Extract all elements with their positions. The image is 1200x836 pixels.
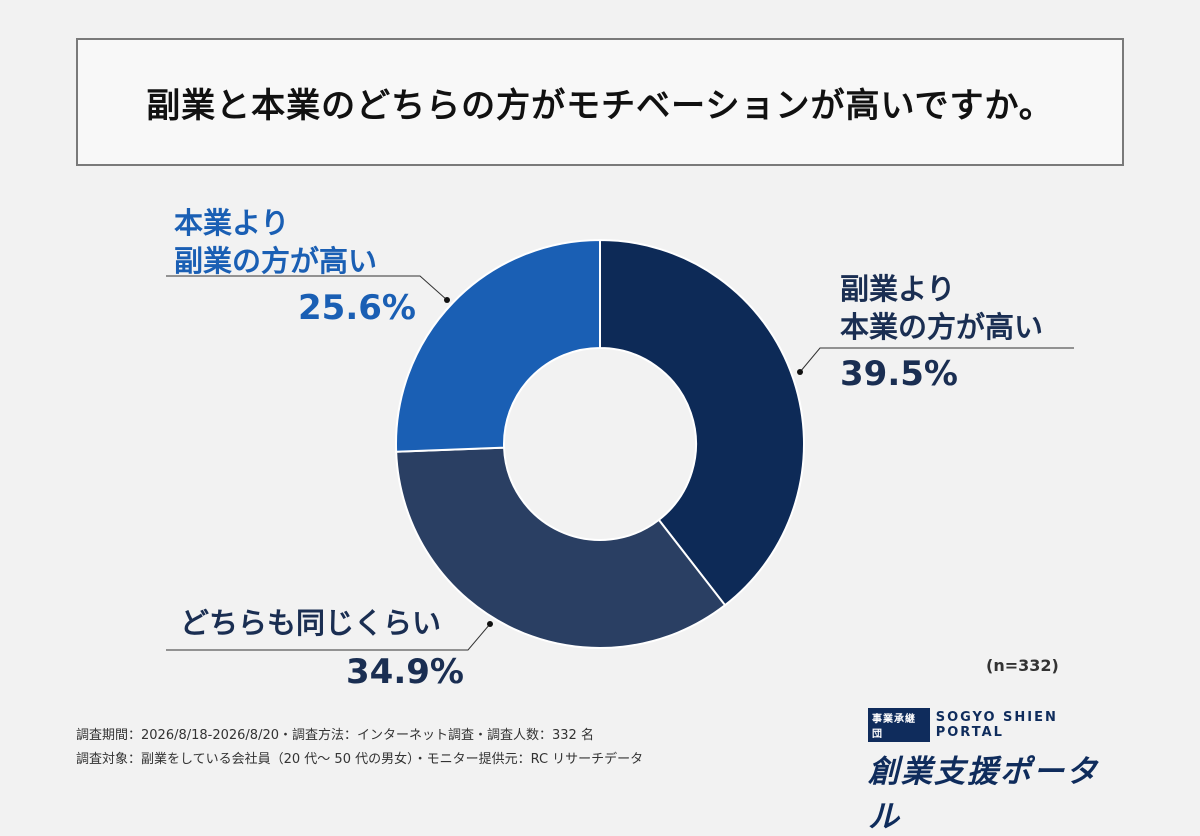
slice-category-line2: 本業の方が高い (840, 310, 1044, 344)
slice-label-onaji: どちらも同じくらい 34.9% (180, 604, 464, 692)
title-box: 副業と本業のどちらの方がモチベーションが高いですか。 (76, 38, 1124, 166)
slice-onaji (395, 446, 727, 649)
leader-onaji (166, 623, 491, 651)
slice-category-line2: 副業の方が高い (174, 244, 378, 278)
sample-size: (n=332) (986, 656, 1059, 675)
survey-note-line2: 調査対象：副業をしている会社員（20 代～ 50 代の男女）・モニター提供元：R… (76, 752, 644, 767)
chart-title: 副業と本業のどちらの方がモチベーションが高いですか。 (146, 85, 1054, 126)
slice-label-honbu: 副業より 本業の方が高い 39.5% (840, 270, 1043, 394)
slice-percent: 25.6% (298, 288, 416, 328)
slice-fukugyo (395, 238, 601, 453)
slice-category-line1: 副業より (840, 272, 956, 306)
leader-honbu-dot (797, 369, 803, 375)
logo-japanese: 創業支援ポータル (868, 754, 1099, 835)
donut-chart (166, 238, 1074, 651)
brand-logo: 事業承継団 SOGYO SHIEN PORTAL 創業支援ポータル (868, 708, 1128, 835)
slice-honbu (599, 238, 805, 607)
logo-badge: 事業承継団 (868, 708, 930, 742)
leader-fukugyo (166, 275, 448, 301)
survey-note-line1: 調査期間：2026/8/18-2026/8/20・調査方法：インターネット調査・… (76, 728, 594, 743)
slice-category-line1: 本業より (174, 206, 290, 240)
leader-fukugyo-dot (444, 297, 450, 303)
slice-percent: 34.9% (346, 652, 464, 692)
leader-onaji-dot (487, 621, 493, 627)
slice-label-fukugyo: 本業より 副業の方が高い 25.6% (174, 204, 416, 328)
logo-english: SOGYO SHIEN PORTAL (935, 710, 1058, 740)
leader-honbu (799, 347, 1074, 373)
slice-category-line1: どちらも同じくらい (180, 606, 442, 640)
survey-notes: 調査期間：2026/8/18-2026/8/20・調査方法：インターネット調査・… (76, 724, 643, 772)
slice-percent: 39.5% (840, 354, 958, 394)
